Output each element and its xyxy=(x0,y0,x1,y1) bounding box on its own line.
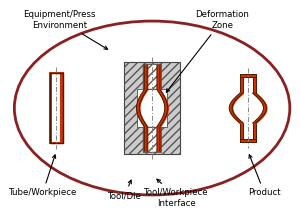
Bar xyxy=(253,123,256,142)
Bar xyxy=(143,64,161,89)
Bar xyxy=(143,127,161,152)
Bar xyxy=(240,74,243,93)
Bar xyxy=(143,127,161,152)
Bar xyxy=(60,73,63,143)
Bar xyxy=(240,139,256,142)
Text: Equipment/Press
Environment: Equipment/Press Environment xyxy=(23,10,108,49)
Bar xyxy=(240,74,256,77)
Bar xyxy=(124,62,180,155)
Bar xyxy=(50,73,63,143)
Bar xyxy=(143,64,161,89)
Text: Tube/Workpiece: Tube/Workpiece xyxy=(8,155,77,197)
Bar xyxy=(50,73,52,143)
Bar xyxy=(50,73,63,143)
Bar xyxy=(137,89,167,127)
Bar xyxy=(240,123,243,142)
Bar xyxy=(124,62,180,155)
Bar xyxy=(253,74,256,93)
Text: Tool/Die: Tool/Die xyxy=(108,180,142,201)
Text: Deformation
Zone: Deformation Zone xyxy=(166,10,249,92)
Text: Product: Product xyxy=(248,155,281,197)
Text: Tool/Workpiece
Interface: Tool/Workpiece Interface xyxy=(144,179,209,208)
